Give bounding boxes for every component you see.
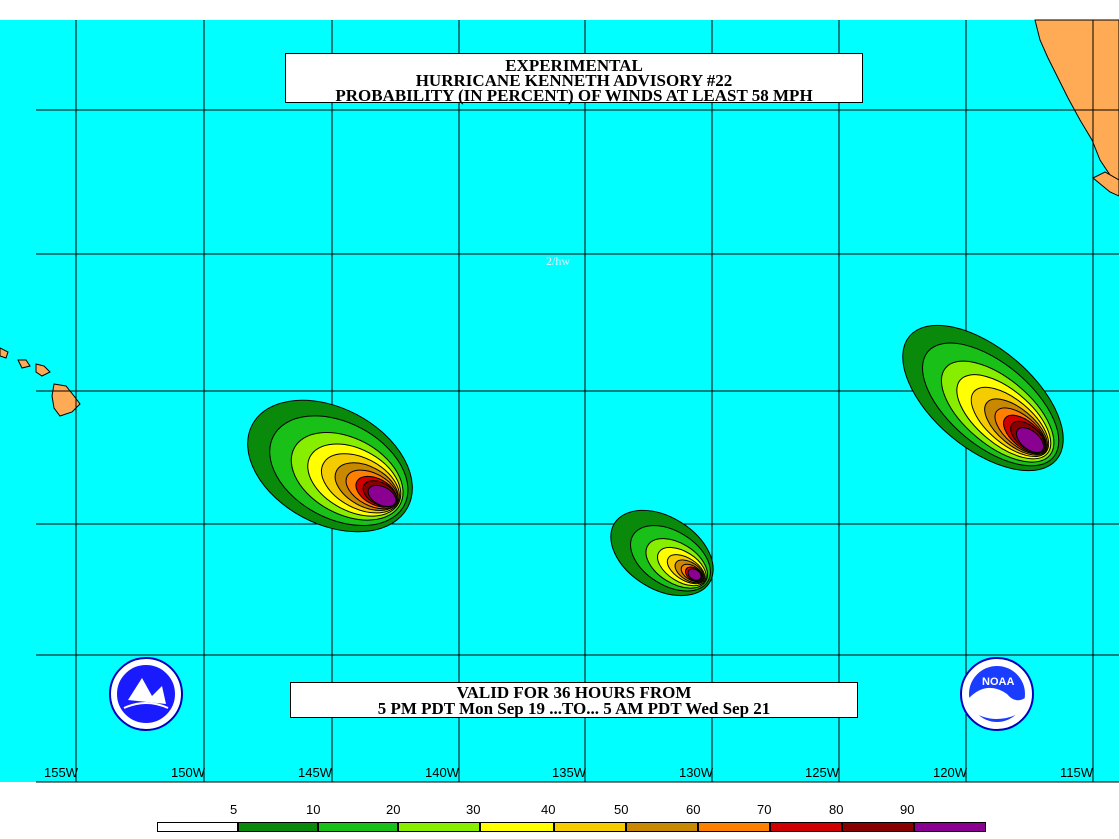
- legend-swatch: [554, 822, 626, 832]
- land-masses: [0, 19, 1119, 417]
- legend-label: 40: [541, 802, 556, 817]
- legend-label: 60: [686, 802, 701, 817]
- valid-line-2: 5 PM PDT Mon Sep 19 ...TO... 5 AM PDT We…: [377, 699, 771, 718]
- legend-label: 5: [230, 802, 238, 817]
- baja-tip: [1092, 171, 1119, 197]
- legend-swatch: [626, 822, 698, 832]
- lon-label: 135W: [552, 765, 586, 780]
- lon-label: 145W: [298, 765, 332, 780]
- watermark: 2/hw: [546, 254, 570, 268]
- lon-label: 125W: [805, 765, 839, 780]
- valid-line-1: VALID FOR 36 HOURS FROM: [456, 683, 692, 702]
- title-box: EXPERIMENTAL HURRICANE KENNETH ADVISORY …: [285, 53, 863, 105]
- legend-swatch: [238, 822, 318, 832]
- lon-label: 115W: [1060, 765, 1093, 780]
- noaa-logo-text: NOAA: [982, 676, 1015, 688]
- lon-label: 130W: [679, 765, 713, 780]
- legend-label: 90: [900, 802, 915, 817]
- hawaii-maui: [35, 363, 51, 377]
- title-line-1: EXPERIMENTAL: [505, 56, 643, 75]
- legend-swatch: [842, 822, 914, 832]
- legend-label: 30: [466, 802, 481, 817]
- legend-swatch: [157, 822, 238, 832]
- valid-period-box: VALID FOR 36 HOURS FROM 5 PM PDT Mon Sep…: [290, 682, 858, 718]
- title-line-2: HURRICANE KENNETH ADVISORY #22: [415, 71, 733, 90]
- nws-logo: [109, 657, 183, 731]
- hawaii-big-island: [51, 383, 81, 417]
- lon-label: 120W: [933, 765, 967, 780]
- legend-swatch: [770, 822, 842, 832]
- probability-swath-east: [902, 324, 1064, 472]
- probability-swath-central: [610, 509, 714, 597]
- legend-swatch: [398, 822, 480, 832]
- legend-label: 70: [757, 802, 772, 817]
- mexico-baja-coast: [1034, 19, 1119, 191]
- hawaii-kauai: [0, 347, 9, 359]
- title-line-3: PROBABILITY (IN PERCENT) OF WINDS AT LEA…: [335, 86, 813, 105]
- legend-label: 50: [614, 802, 629, 817]
- legend-label: 10: [306, 802, 321, 817]
- legend-swatch: [480, 822, 554, 832]
- hawaii-oahu: [17, 359, 31, 369]
- legend-label: 20: [386, 802, 401, 817]
- lon-label: 155W: [44, 765, 78, 780]
- legend-swatch: [914, 822, 986, 832]
- noaa-logo: [960, 657, 1034, 731]
- lat-lon-grid: [36, 20, 1119, 783]
- probability-swath-west: [247, 399, 413, 533]
- legend-label: 80: [829, 802, 844, 817]
- legend-swatch: [318, 822, 398, 832]
- legend-swatch: [698, 822, 770, 832]
- lon-label: 140W: [425, 765, 459, 780]
- lon-label: 150W: [171, 765, 205, 780]
